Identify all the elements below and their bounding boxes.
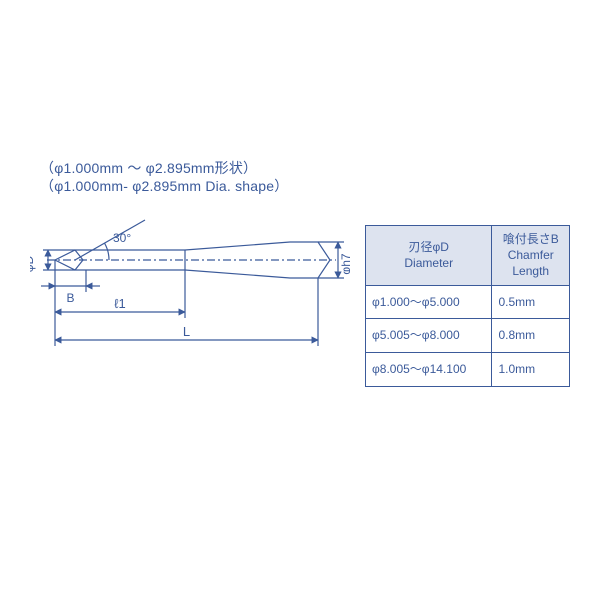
spec-table: 刃径φD Diameter 喰付長さB Chamfer Length φ1.00…: [365, 225, 570, 387]
header-chamfer-jp: 喰付長さB: [498, 231, 563, 247]
svg-text:30°: 30°: [113, 231, 131, 245]
page: （φ1.000mm ～ φ2.895mm形状） （φ1.000mm- φ2.89…: [0, 0, 600, 600]
cell-range: φ1.000～φ5.000: [366, 285, 492, 319]
header-diameter-en: Diameter: [372, 255, 485, 271]
svg-text:B: B: [66, 291, 74, 305]
table-row: φ1.000～φ5.000 0.5mm: [366, 285, 570, 319]
svg-text:L: L: [183, 324, 190, 339]
svg-text:φh7: φh7: [339, 253, 350, 274]
header-diameter: 刃径φD Diameter: [366, 226, 492, 286]
cell-value: 0.8mm: [492, 319, 570, 353]
table-row: φ8.005～φ14.100 1.0mm: [366, 353, 570, 387]
header-chamfer-en-b: Length: [498, 263, 563, 279]
diagram-svg: 30° φD φh7 Bℓ1 L: [30, 200, 350, 370]
cell-value: 1.0mm: [492, 353, 570, 387]
technical-diagram: 30° φD φh7 Bℓ1 L: [30, 200, 350, 370]
cell-range: φ8.005～φ14.100: [366, 353, 492, 387]
cell-value: 0.5mm: [492, 285, 570, 319]
caption-line-2: （φ1.000mm- φ2.895mm Dia. shape）: [40, 176, 288, 196]
cell-range: φ5.005～φ8.000: [366, 319, 492, 353]
spec-table-wrap: 刃径φD Diameter 喰付長さB Chamfer Length φ1.00…: [365, 225, 570, 387]
header-chamfer-en-a: Chamfer: [498, 247, 563, 263]
svg-text:φD: φD: [30, 255, 36, 272]
header-chamfer: 喰付長さB Chamfer Length: [492, 226, 570, 286]
header-diameter-jp: 刃径φD: [372, 239, 485, 255]
table-header-row: 刃径φD Diameter 喰付長さB Chamfer Length: [366, 226, 570, 286]
caption-line-1: （φ1.000mm ～ φ2.895mm形状）: [40, 158, 257, 178]
svg-text:ℓ1: ℓ1: [114, 296, 125, 311]
table-row: φ5.005～φ8.000 0.8mm: [366, 319, 570, 353]
